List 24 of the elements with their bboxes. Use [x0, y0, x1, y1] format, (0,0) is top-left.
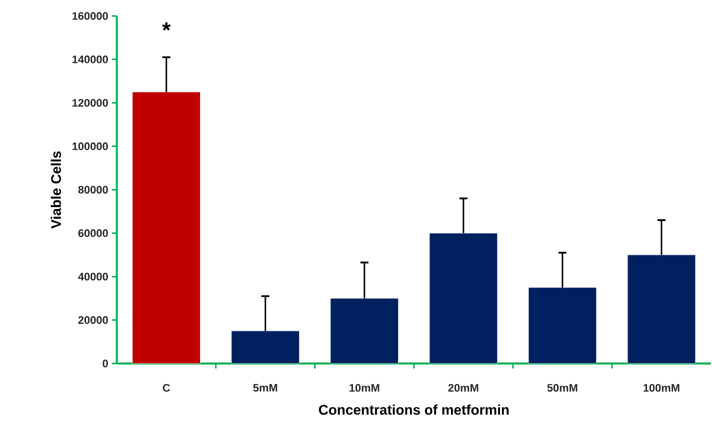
- y-tick-label: 0: [102, 359, 108, 368]
- y-tick-label: 60000: [78, 229, 108, 237]
- bar: [330, 298, 399, 364]
- y-tick-label: 120000: [72, 98, 108, 107]
- bar: [231, 330, 300, 364]
- x-axis-title: Concentrations of metformin: [318, 404, 509, 415]
- y-tick-label: 80000: [78, 186, 108, 194]
- x-tick-label: 20mM: [448, 384, 478, 392]
- bar: [627, 254, 696, 364]
- bar: [528, 287, 597, 364]
- x-tick-label: 50mM: [547, 384, 578, 392]
- y-tick-label: 160000: [72, 12, 108, 20]
- x-tick-label: 5mM: [253, 384, 278, 392]
- y-tick-label: 140000: [72, 55, 108, 64]
- x-tick-label: 10mM: [350, 384, 380, 392]
- y-tick-label: 20000: [78, 316, 108, 324]
- bar: [132, 92, 201, 364]
- y-axis-title: Viable Cells: [50, 151, 62, 228]
- x-tick-label: 100mM: [644, 384, 680, 392]
- bar: [429, 232, 498, 364]
- y-tick-label: 40000: [78, 272, 108, 280]
- x-tick-label: C: [162, 384, 170, 392]
- annotation: *: [162, 22, 171, 30]
- y-tick-label: 100000: [72, 142, 108, 150]
